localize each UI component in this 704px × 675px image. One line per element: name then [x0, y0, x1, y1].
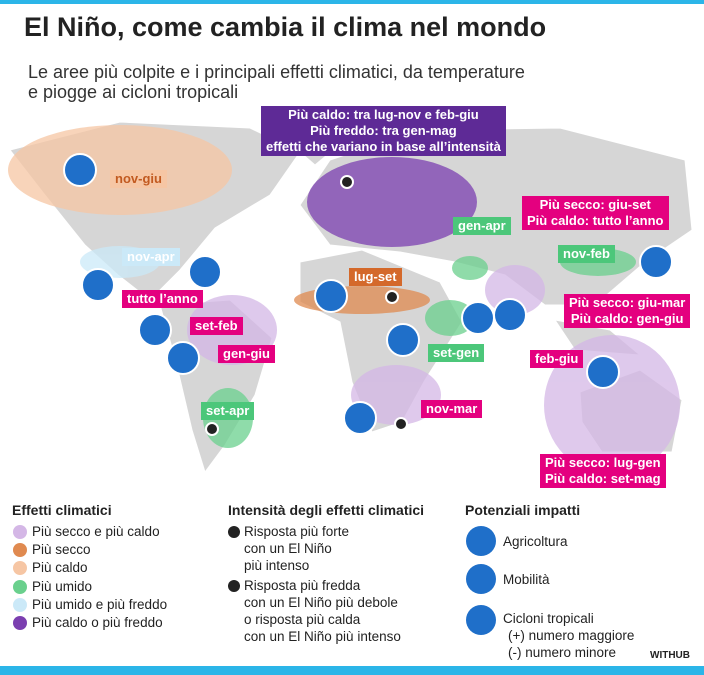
label-line: feb-giu [535, 351, 579, 366]
legend-swatches [13, 525, 496, 635]
map-label: Più secco: lug-gen Più caldo: set-mag [540, 454, 666, 488]
map-label: set-gen [428, 344, 485, 362]
label-line: tutto l’anno [127, 291, 198, 306]
label-line: nov-giu [115, 171, 162, 186]
subtitle-line: e piogge ai cicloni tropicali [28, 82, 239, 102]
legend-title: Intensità degli effetti climatici [228, 502, 425, 518]
map-label: set-apr [201, 402, 255, 420]
label-line: set-apr [206, 403, 250, 418]
label-line: nov-mar [426, 401, 478, 416]
map-label: nov-giu [110, 170, 167, 188]
label-line: Più caldo: tutto l’anno [527, 213, 664, 228]
legend-item: o risposta più calda [244, 612, 361, 627]
title: El Niño, come cambia il clima nel mondo [24, 12, 547, 42]
map-label: Più caldo: tra lug-nov e feb-giu Più fred… [261, 106, 506, 156]
map-label: nov-mar [421, 400, 483, 418]
legend-item: Agricoltura [503, 534, 568, 549]
legend-item: Risposta più forte [244, 524, 350, 539]
legend-title: Effetti climatici [12, 502, 112, 518]
legend-item: Più caldo [32, 560, 88, 576]
label-line: gen-giu [223, 346, 270, 361]
label-line: Più caldo: tra lug-nov e feb-giu [288, 107, 479, 122]
legend-impacts: Potenziali impatti [465, 502, 580, 518]
label-line: set-feb [195, 318, 238, 333]
label-line: Più freddo: tra gen-mag [310, 123, 457, 138]
legend-note: (-) numero minore [508, 645, 617, 660]
legend-note: (+) numero maggiore [508, 628, 635, 643]
map-label: nov-apr [122, 248, 180, 266]
legend-item: Più caldo o più freddo [32, 614, 163, 630]
label-line: Più caldo: set-mag [545, 471, 661, 486]
top-bar [0, 0, 704, 4]
credit: WITHUB [650, 650, 690, 661]
label-line: Più secco: giu-set [539, 197, 651, 212]
label-line: set-gen [433, 345, 480, 360]
legend-item: Cicloni tropicali [503, 611, 594, 626]
legend-title: Potenziali impatti [465, 502, 581, 518]
label-line: effetti che variano in base all’intensit… [266, 139, 501, 154]
legend-item: con un El Niño più intenso [244, 629, 401, 644]
bottom-bar [0, 666, 704, 675]
map-label: set-feb [190, 317, 243, 335]
legend-effects: Effetti climatici Più secco e più caldo … [12, 502, 167, 632]
legend-item: Più secco e più caldo [32, 524, 160, 539]
map-label: tutto l’anno [122, 290, 203, 308]
map-label: lug-set [349, 268, 402, 286]
map-label: Più secco: giu-mar Più caldo: gen-giu [564, 294, 691, 328]
map-label: gen-giu [218, 345, 275, 363]
impact-icons [63, 153, 673, 436]
label-line: Più secco: lug-gen [545, 455, 661, 470]
legend-item: Più umido e più freddo [32, 596, 168, 612]
legend-item: Risposta più fredda [244, 578, 361, 593]
subtitle: Le aree più colpite e i principali effet… [28, 62, 525, 102]
map-label: nov-feb [558, 245, 615, 263]
legend-item: con un El Niño [244, 541, 332, 556]
legend-item: Mobilità [503, 572, 550, 587]
label-line: Più secco: giu-mar [569, 295, 686, 310]
label-line: nov-feb [563, 246, 610, 261]
legend-item: Più secco [32, 542, 91, 558]
label-line: nov-apr [127, 249, 175, 264]
label-line: gen-apr [458, 218, 506, 233]
map-label: gen-apr [453, 217, 511, 235]
legend-item: con un El Niño più debole [244, 595, 398, 610]
legend-item: Più umido [32, 578, 93, 594]
map-label: Più secco: giu-set Più caldo: tutto l’ann… [522, 196, 669, 230]
map-label: feb-giu [530, 350, 584, 368]
subtitle-line: Le aree più colpite e i principali effet… [28, 62, 525, 82]
label-line: Più caldo: gen-giu [570, 311, 684, 326]
legend-item: più intenso [244, 558, 310, 573]
label-line: lug-set [354, 269, 397, 284]
legend-intensity: Intensità degli effetti climatici Rispos… [228, 502, 424, 645]
